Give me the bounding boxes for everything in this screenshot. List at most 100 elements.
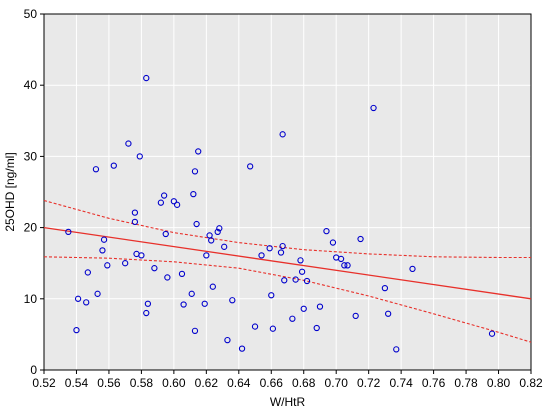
y-tick-labels: 0 10 20 30 40 50 [24,7,38,377]
data-point [298,268,306,275]
data-point [94,290,101,297]
data-point [131,209,139,216]
x-tick-label: 0.78 [454,376,478,390]
data-point [269,325,277,332]
data-point [83,299,90,306]
data-point [203,252,210,259]
data-point [170,198,178,205]
confidence-band [43,199,532,343]
plot-frame [43,13,532,371]
data-point [84,269,91,276]
x-tick-label: 0.52 [32,376,56,390]
data-point [188,290,195,297]
x-tick-label: 0.82 [519,376,543,390]
data-point [384,310,392,317]
data-point [73,326,80,334]
data-point [216,225,223,232]
x-tick-labels: 0.52 0.54 0.56 0.58 0.60 0.62 0.64 0.66 0.68 0.70… [32,376,543,390]
data-point [191,168,199,175]
x-tick-label: 0.58 [130,376,154,390]
data-point [178,270,186,278]
data-point [138,252,145,259]
data-point [201,300,208,307]
data-point [266,245,273,252]
data-point [224,336,231,344]
regression-line [43,226,532,300]
data-point [136,153,143,160]
data-point [279,242,286,250]
x-tick-label: 0.66 [260,376,284,390]
data-point [74,295,82,302]
data-point [125,140,132,147]
data-point [258,252,265,259]
data-point [370,104,377,112]
x-tick-label: 0.74 [389,376,413,390]
data-point [162,230,169,238]
data-point [344,262,351,269]
data-point [131,218,139,226]
data-point [221,243,228,250]
axis-ticks [40,13,532,374]
data-point [352,312,359,320]
data-point [208,237,215,244]
x-tick-label: 0.62 [195,376,219,390]
y-tick-label: 0 [30,363,37,377]
data-points [65,74,496,353]
data-point [238,345,246,352]
y-tick-label: 30 [24,149,38,163]
data-point [281,277,288,284]
data-point [110,162,117,169]
data-point [65,228,72,236]
data-point [488,330,496,337]
data-point [316,303,324,310]
data-point [143,309,150,317]
data-point [247,163,254,170]
data-point [173,201,181,208]
data-point [289,315,296,322]
x-axis-label: W/HtR [270,395,306,409]
x-tick-label: 0.56 [97,376,121,390]
data-point [193,220,200,228]
data-point [393,346,400,353]
data-point [151,265,158,272]
data-point [279,131,286,138]
data-point [164,274,171,281]
x-tick-label: 0.72 [357,376,381,390]
y-tick-label: 10 [24,292,38,306]
data-point [277,249,285,256]
data-point [268,292,275,299]
data-point [313,324,320,332]
data-point [341,262,348,269]
data-point [292,276,299,283]
data-point [300,305,307,312]
y-tick-label: 50 [24,7,38,21]
x-tick-label: 0.64 [227,376,251,390]
data-point [337,255,345,263]
y-tick-label: 40 [24,78,38,92]
x-tick-label: 0.70 [325,376,349,390]
y-axis-label: 25OHD [ng/ml] [3,152,17,231]
data-point [251,323,259,330]
data-point [100,236,108,243]
data-point [160,192,168,199]
data-point [195,148,202,155]
data-point [157,199,165,206]
data-point [214,228,221,236]
data-point [209,283,216,290]
data-point [180,301,187,308]
grid-lines [44,14,531,370]
data-point [99,247,106,254]
x-tick-label: 0.54 [65,376,89,390]
x-tick-label: 0.76 [422,376,446,390]
data-point [381,284,389,292]
data-point [143,74,150,82]
data-point [92,166,100,173]
data-point [303,277,311,285]
fit-line [43,226,532,300]
x-tick-label: 0.80 [487,376,511,390]
data-point [409,265,416,273]
y-tick-label: 20 [24,221,38,235]
data-point [104,262,111,269]
data-point [297,257,304,264]
